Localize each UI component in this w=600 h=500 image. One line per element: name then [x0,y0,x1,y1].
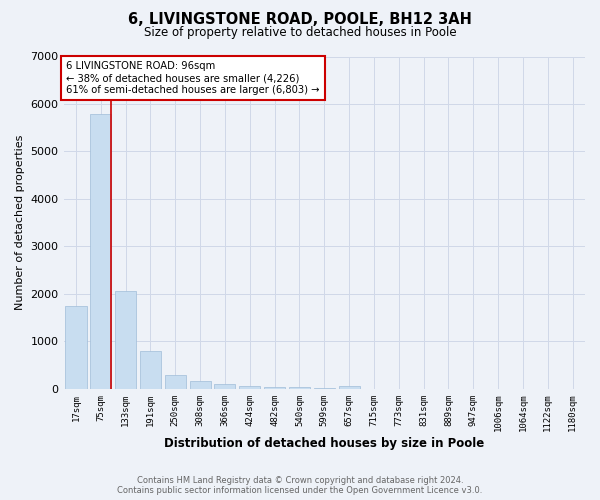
Bar [190,380,211,389]
Bar [264,387,285,389]
Bar [65,306,86,389]
Bar [314,388,335,389]
Text: Contains HM Land Registry data © Crown copyright and database right 2024.
Contai: Contains HM Land Registry data © Crown c… [118,476,482,495]
Bar [239,386,260,389]
Bar [165,374,186,389]
Bar [289,388,310,389]
Bar [214,384,235,389]
Bar [90,114,112,389]
Y-axis label: Number of detached properties: Number of detached properties [15,135,25,310]
X-axis label: Distribution of detached houses by size in Poole: Distribution of detached houses by size … [164,437,484,450]
Bar [115,291,136,389]
Bar [338,386,359,389]
Text: 6 LIVINGSTONE ROAD: 96sqm
← 38% of detached houses are smaller (4,226)
61% of se: 6 LIVINGSTONE ROAD: 96sqm ← 38% of detac… [66,62,320,94]
Text: 6, LIVINGSTONE ROAD, POOLE, BH12 3AH: 6, LIVINGSTONE ROAD, POOLE, BH12 3AH [128,12,472,28]
Text: Size of property relative to detached houses in Poole: Size of property relative to detached ho… [143,26,457,39]
Bar [140,351,161,389]
